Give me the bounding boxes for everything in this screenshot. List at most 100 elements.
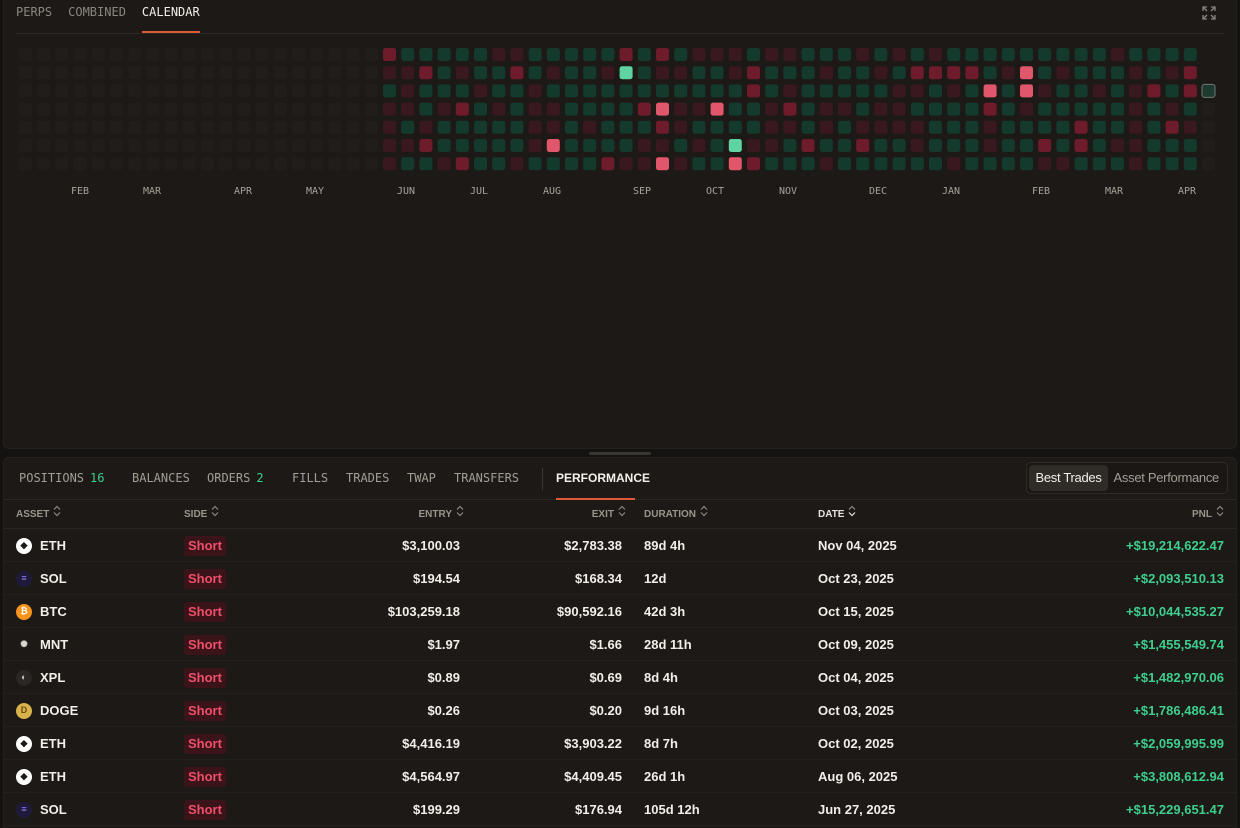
calendar-day-cell[interactable] (1056, 120, 1070, 134)
calendar-day-cell[interactable] (182, 102, 196, 116)
calendar-day-cell[interactable] (583, 66, 597, 80)
calendar-day-cell[interactable] (856, 84, 870, 98)
calendar-day-cell[interactable] (492, 120, 506, 134)
calendar-day-cell[interactable] (1111, 66, 1124, 80)
tab-transfers[interactable]: TRANSFERS (454, 458, 519, 500)
calendar-day-cell[interactable] (273, 66, 287, 80)
calendar-day-cell[interactable] (947, 48, 961, 61)
calendar-day-cell[interactable] (237, 120, 251, 134)
calendar-day-cell[interactable] (1165, 102, 1179, 116)
calendar-day-cell[interactable] (1074, 120, 1088, 134)
calendar-day-cell[interactable] (1183, 157, 1197, 171)
calendar-day-cell[interactable] (110, 139, 123, 152)
calendar-day-cell[interactable] (874, 84, 888, 98)
calendar-day-cell[interactable] (1147, 66, 1161, 80)
column-header-asset[interactable]: ASSET (16, 500, 61, 529)
calendar-day-cell[interactable] (201, 139, 214, 152)
calendar-day-cell[interactable] (91, 139, 105, 152)
calendar-day-cell[interactable] (983, 66, 997, 80)
calendar-day-cell[interactable] (1165, 84, 1179, 98)
calendar-day-cell[interactable] (838, 102, 851, 116)
calendar-day-cell[interactable] (110, 102, 123, 116)
calendar-day-cell[interactable] (1183, 139, 1197, 152)
calendar-day-cell[interactable] (182, 120, 196, 134)
calendar-day-cell[interactable] (892, 102, 906, 116)
calendar-day-cell[interactable] (747, 120, 760, 134)
column-header-pnl[interactable]: PNL (1192, 500, 1224, 529)
calendar-day-cell[interactable] (383, 66, 396, 80)
calendar-day-cell[interactable] (455, 102, 469, 116)
calendar-day-cell[interactable] (1183, 120, 1197, 134)
calendar-day-cell[interactable] (383, 102, 396, 116)
calendar-day-cell[interactable] (474, 102, 487, 116)
calendar-day-cell[interactable] (619, 120, 633, 134)
calendar-day-cell[interactable] (910, 66, 924, 80)
calendar-day-cell[interactable] (965, 66, 979, 80)
calendar-day-cell[interactable] (601, 66, 615, 80)
calendar-day-cell[interactable] (474, 157, 487, 171)
calendar-day-cell[interactable] (728, 84, 742, 98)
calendar-day-cell[interactable] (783, 48, 797, 61)
calendar-day-cell[interactable] (1092, 48, 1106, 61)
calendar-day-cell[interactable] (874, 48, 888, 61)
calendar-day-cell[interactable] (1074, 48, 1088, 61)
calendar-day-cell[interactable] (128, 120, 142, 134)
column-header-entry[interactable]: ENTRY (418, 500, 464, 529)
calendar-day-cell[interactable] (146, 120, 160, 134)
calendar-day-cell[interactable] (1074, 102, 1088, 116)
calendar-day-cell[interactable] (164, 84, 178, 98)
calendar-day-cell[interactable] (19, 48, 32, 61)
calendar-day-cell[interactable] (710, 157, 724, 171)
calendar-day-cell[interactable] (437, 102, 451, 116)
calendar-day-cell[interactable] (983, 84, 997, 98)
calendar-day-cell[interactable] (819, 84, 833, 98)
calendar-day-cell[interactable] (565, 120, 578, 134)
calendar-day-cell[interactable] (637, 139, 651, 152)
calendar-day-cell[interactable] (73, 84, 87, 98)
calendar-day-cell[interactable] (692, 84, 706, 98)
calendar-day-cell[interactable] (637, 66, 651, 80)
calendar-day-cell[interactable] (565, 84, 578, 98)
calendar-day-cell[interactable] (1165, 48, 1179, 61)
calendar-day-cell[interactable] (674, 84, 688, 98)
calendar-day-cell[interactable] (710, 139, 724, 152)
calendar-day-cell[interactable] (929, 102, 942, 116)
calendar-day-cell[interactable] (292, 84, 305, 98)
calendar-day-cell[interactable] (455, 120, 469, 134)
calendar-day-cell[interactable] (1020, 84, 1033, 98)
calendar-day-cell[interactable] (1111, 84, 1124, 98)
calendar-day-cell[interactable] (801, 84, 815, 98)
calendar-day-cell[interactable] (747, 84, 760, 98)
calendar-day-cell[interactable] (874, 120, 888, 134)
calendar-day-cell[interactable] (1020, 120, 1033, 134)
calendar-day-cell[interactable] (965, 84, 979, 98)
calendar-day-cell[interactable] (728, 102, 742, 116)
calendar-day-cell[interactable] (838, 120, 851, 134)
calendar-day-cell[interactable] (692, 120, 706, 134)
calendar-day-cell[interactable] (747, 139, 760, 152)
calendar-day-cell[interactable] (546, 139, 560, 152)
calendar-day-cell[interactable] (401, 102, 415, 116)
calendar-day-cell[interactable] (728, 120, 742, 134)
calendar-day-cell[interactable] (838, 48, 851, 61)
calendar-day-cell[interactable] (91, 48, 105, 61)
calendar-day-cell[interactable] (1038, 139, 1052, 152)
calendar-day-cell[interactable] (747, 157, 760, 171)
calendar-day-cell[interactable] (601, 48, 615, 61)
calendar-day-cell[interactable] (1092, 120, 1106, 134)
calendar-day-cell[interactable] (37, 102, 51, 116)
calendar-day-cell[interactable] (110, 48, 123, 61)
calendar-day-cell[interactable] (1165, 66, 1179, 80)
calendar-day-cell[interactable] (528, 48, 542, 61)
calendar-day-cell[interactable] (637, 120, 651, 134)
calendar-day-cell[interactable] (19, 120, 32, 134)
calendar-day-cell[interactable] (201, 157, 214, 171)
asset-performance-button[interactable]: Asset Performance (1113, 470, 1220, 485)
calendar-day-cell[interactable] (1038, 120, 1052, 134)
calendar-day-cell[interactable] (364, 48, 378, 61)
calendar-day-cell[interactable] (346, 48, 360, 61)
calendar-day-cell[interactable] (273, 102, 287, 116)
calendar-day-cell[interactable] (419, 102, 433, 116)
calendar-day-cell[interactable] (947, 157, 961, 171)
calendar-day-cell[interactable] (656, 120, 669, 134)
